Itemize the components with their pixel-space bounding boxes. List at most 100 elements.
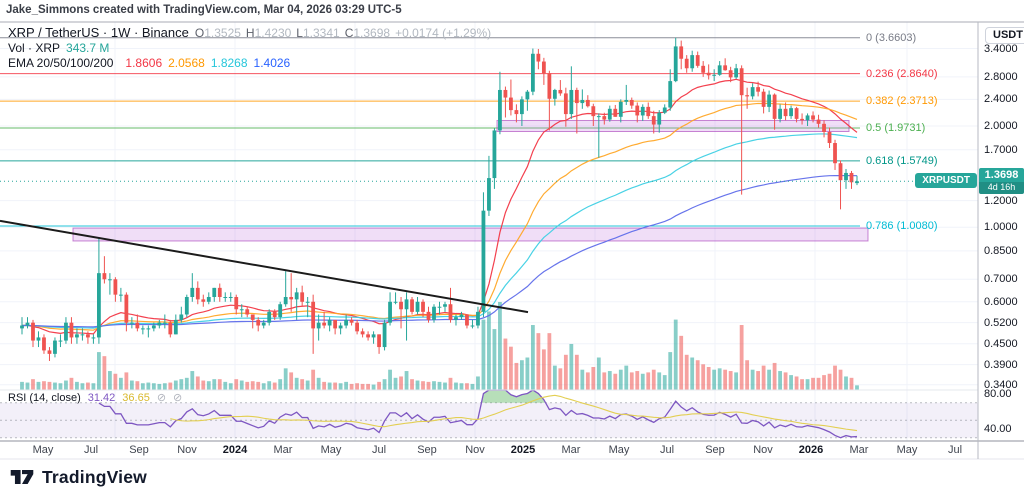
change-value: +0.0174 (+1.29%): [395, 25, 492, 40]
time-axis-label: Jul: [659, 444, 675, 456]
candle-body: [690, 55, 695, 69]
volume-bar: [519, 360, 524, 390]
volume-bar: [767, 369, 772, 390]
candle-body: [706, 72, 711, 76]
candle-body: [651, 116, 656, 125]
candle-body: [618, 101, 623, 117]
candle-body: [129, 322, 134, 324]
volume-bar: [344, 381, 349, 390]
candle-body: [399, 301, 403, 310]
candle-body: [849, 172, 854, 183]
candle-body: [789, 108, 793, 117]
volume-bar: [371, 384, 376, 390]
volume-bar: [31, 379, 35, 390]
volume-bar: [827, 373, 832, 390]
price-axis-label: 1.2000: [984, 194, 1018, 207]
candle-body: [300, 292, 305, 302]
volume-bar: [805, 379, 810, 390]
volume-bar: [140, 383, 145, 390]
volume-bar: [289, 372, 294, 390]
candle-body: [498, 89, 502, 131]
volume-bar: [146, 382, 151, 390]
candle-body: [256, 319, 261, 326]
time-axis-label: Sep: [417, 444, 437, 456]
volume-bar: [388, 369, 392, 390]
volume-bar: [234, 379, 239, 390]
candle-body: [173, 319, 178, 335]
time-axis-label: Nov: [753, 444, 773, 456]
volume-bar: [569, 343, 574, 390]
volume-bar: [844, 376, 848, 390]
volume-bar: [162, 383, 167, 390]
volume-bar: [476, 376, 480, 390]
price-axis-label: 0.3900: [984, 358, 1018, 371]
volume-bar: [327, 382, 332, 390]
volume-bar: [525, 357, 530, 390]
currency-unit-button[interactable]: USDT: [985, 27, 1024, 44]
price-axis-label: 0.7000: [984, 273, 1018, 286]
candle-body: [294, 292, 299, 300]
volume-bar: [717, 368, 722, 390]
volume-bar: [97, 352, 101, 390]
candle-body: [311, 301, 316, 329]
volume-bar: [734, 372, 739, 390]
volume-bar: [377, 381, 381, 390]
volume-bar: [157, 383, 162, 390]
candle-body: [662, 107, 667, 113]
volume-bar: [563, 354, 568, 390]
attribution-header: Jake_Simmons created with TradingView.co…: [6, 4, 402, 16]
candle-body: [629, 99, 634, 106]
candle-body: [514, 110, 519, 115]
fib-label: 0 (3.6603): [866, 31, 917, 44]
symbol-title: XRP / TetherUS · 1W · Binance: [8, 25, 189, 40]
volume-bar: [745, 360, 750, 390]
candle-body: [443, 304, 447, 307]
volume-bar: [355, 383, 359, 390]
candle-body: [157, 322, 162, 326]
volume-bar: [305, 380, 310, 390]
candle-body: [168, 322, 173, 335]
candle-body: [519, 99, 524, 115]
symbol-legend-row[interactable]: XRP / TetherUS · 1W · Binance O1.3525 H1.…: [8, 25, 496, 40]
candle-body: [745, 95, 750, 97]
ema-legend-row[interactable]: EMA 20/50/100/200 1.8606 2.0568 1.8268 1.40…: [8, 56, 290, 70]
volume-bar: [250, 381, 255, 390]
high-value: 1.4230: [254, 25, 292, 40]
candle-body: [574, 89, 579, 104]
candle-body: [140, 328, 145, 330]
candle-body: [118, 294, 123, 296]
candle-body: [124, 294, 129, 323]
volume-bar: [91, 383, 96, 390]
rsi-axis-label: 40.00: [984, 423, 1012, 435]
candle-body: [585, 99, 590, 107]
rsi-band-disabled-icon: ⊘: [156, 392, 167, 404]
candle-body: [377, 334, 381, 348]
candle-body: [86, 334, 90, 338]
tradingview-logo[interactable]: TradingView: [10, 466, 147, 488]
ema-value: 1.8606: [125, 56, 163, 70]
volume-bar: [300, 379, 305, 390]
volume-bar: [283, 368, 288, 390]
price-axis-label: 0.3400: [984, 378, 1018, 391]
volume-legend-row[interactable]: Vol · XRP 343.7 M: [8, 41, 109, 55]
candle-body: [366, 334, 370, 338]
candle-body: [509, 97, 513, 111]
volume-bar: [173, 380, 178, 390]
candle-body: [541, 61, 546, 74]
volume-bar: [624, 365, 629, 390]
rsi-legend-row[interactable]: RSI (14, close) 31.42 36.65 ⊘ ⊘: [8, 391, 182, 405]
volume-bar: [58, 383, 63, 390]
candle-body: [640, 106, 645, 116]
rsi-line: [98, 389, 858, 439]
candle-body: [525, 91, 530, 100]
volume-bar: [668, 352, 673, 390]
candle-body: [190, 287, 195, 297]
volume-bar: [86, 382, 90, 390]
candle-body: [91, 337, 96, 339]
volume-bar: [75, 381, 79, 390]
candle-body: [684, 58, 689, 69]
last-price-value: 1.3698: [984, 169, 1019, 182]
candle-body: [767, 94, 772, 107]
candle-body: [344, 319, 349, 326]
